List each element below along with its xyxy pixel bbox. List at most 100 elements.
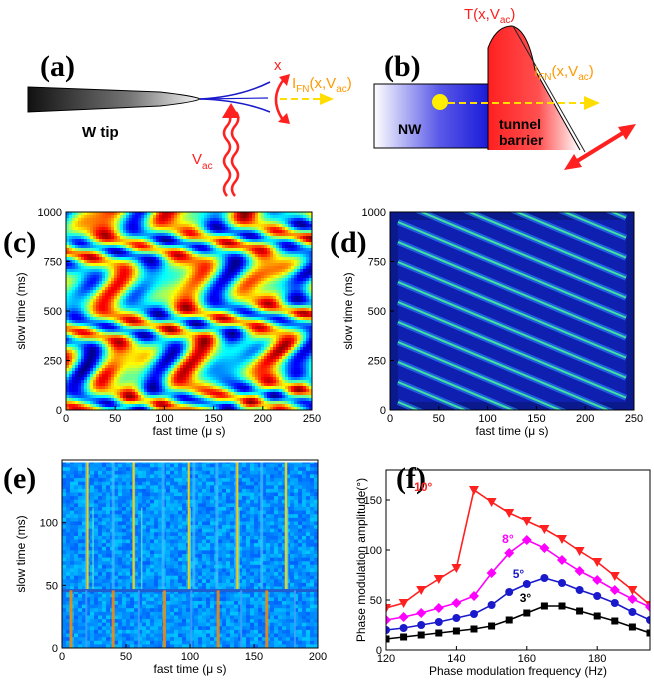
heat-cell <box>66 245 70 249</box>
nanowire-shape <box>199 81 271 113</box>
heat-cell <box>231 263 235 267</box>
heat-cell <box>267 251 271 255</box>
heat-cell <box>309 350 312 354</box>
heat-cell <box>78 272 82 276</box>
heat-cell <box>210 224 214 228</box>
heat-cell <box>81 323 85 327</box>
heat-cell <box>153 284 157 288</box>
heat-cell <box>186 224 190 228</box>
heat-cell <box>96 272 100 276</box>
heat-cell <box>177 347 181 351</box>
heat-cell <box>252 344 256 348</box>
heat-cell <box>87 281 91 285</box>
heat-cell <box>153 350 157 354</box>
heat-cell <box>240 287 244 291</box>
heat-cell <box>69 377 73 381</box>
heat-cell <box>216 251 220 255</box>
heat-cell <box>123 374 127 378</box>
heat-cell <box>192 242 196 246</box>
heat-cell <box>240 257 244 261</box>
heat-cell <box>87 278 91 282</box>
heat-cell <box>168 320 172 324</box>
heat-cell <box>285 245 289 249</box>
heat-cell <box>147 392 151 396</box>
heat-cell <box>204 224 208 228</box>
heat-cell <box>72 329 76 333</box>
heat-cell <box>129 320 133 324</box>
heat-cell <box>87 251 91 255</box>
heat-cell <box>111 215 115 219</box>
heat-cell <box>153 374 157 378</box>
heat-cell <box>204 281 208 285</box>
heat-cell <box>303 305 307 309</box>
heat-cell <box>207 242 211 246</box>
heat-cell <box>123 317 127 321</box>
heat-cell <box>135 374 139 378</box>
heat-cell <box>66 221 70 225</box>
heat-cell <box>288 218 292 222</box>
heat-cell <box>75 227 79 231</box>
heat-cell <box>282 302 286 306</box>
heat-cell <box>255 308 259 312</box>
heat-cell <box>153 239 157 243</box>
heat-cell <box>240 359 244 363</box>
heat-cell <box>105 263 109 267</box>
heat-cell <box>114 380 118 384</box>
heat-cell <box>285 218 289 222</box>
heat-cell <box>282 356 286 360</box>
heat-cell <box>129 344 133 348</box>
heat-cell <box>66 392 70 396</box>
heat-cell <box>96 212 100 216</box>
heat-cell <box>279 347 283 351</box>
heat-cell <box>246 257 250 261</box>
heat-cell <box>156 368 160 372</box>
heat-cell <box>204 341 208 345</box>
heat-cell <box>138 275 142 279</box>
heat-cell <box>123 341 127 345</box>
heat-cell <box>105 314 109 318</box>
heat-cell <box>159 338 163 342</box>
heat-cell <box>180 263 184 267</box>
heat-cell <box>84 329 88 333</box>
heat-cell <box>120 338 124 342</box>
heat-cell <box>279 317 283 321</box>
heat-cell <box>267 305 271 309</box>
heat-cell <box>126 212 130 216</box>
heat-cell <box>246 239 250 243</box>
heat-cell <box>255 356 259 360</box>
heat-cell <box>240 350 244 354</box>
heat-cell <box>99 359 103 363</box>
heat-cell <box>237 344 241 348</box>
heat-cell <box>264 287 268 291</box>
heat-cell <box>270 239 274 243</box>
heat-cell <box>225 371 229 375</box>
heat-cell <box>237 314 241 318</box>
heat-cell <box>135 266 139 270</box>
heat-cell <box>309 365 312 369</box>
heat-cell <box>255 212 259 216</box>
heat-cell <box>273 296 277 300</box>
heat-cell <box>180 299 184 303</box>
heat-cell <box>138 245 142 249</box>
heat-cell <box>297 338 301 342</box>
heat-cell <box>159 311 163 315</box>
heat-cell <box>105 365 109 369</box>
heat-cell <box>264 347 268 351</box>
heat-cell <box>78 230 82 234</box>
heat-cell <box>261 221 265 225</box>
heat-cell <box>204 314 208 318</box>
heat-cell <box>291 266 295 270</box>
heat-cell <box>84 293 88 297</box>
heat-cell <box>138 383 142 387</box>
heat-cell <box>195 353 199 357</box>
heat-cell <box>96 251 100 255</box>
heat-cell <box>249 308 253 312</box>
heat-cell <box>189 293 193 297</box>
heat-cell <box>138 344 142 348</box>
heat-cell <box>240 335 244 339</box>
heat-cell <box>213 311 217 315</box>
heat-cell <box>201 326 205 330</box>
heat-cell <box>144 254 148 258</box>
heat-cell <box>219 290 223 294</box>
heat-cell <box>183 290 187 294</box>
